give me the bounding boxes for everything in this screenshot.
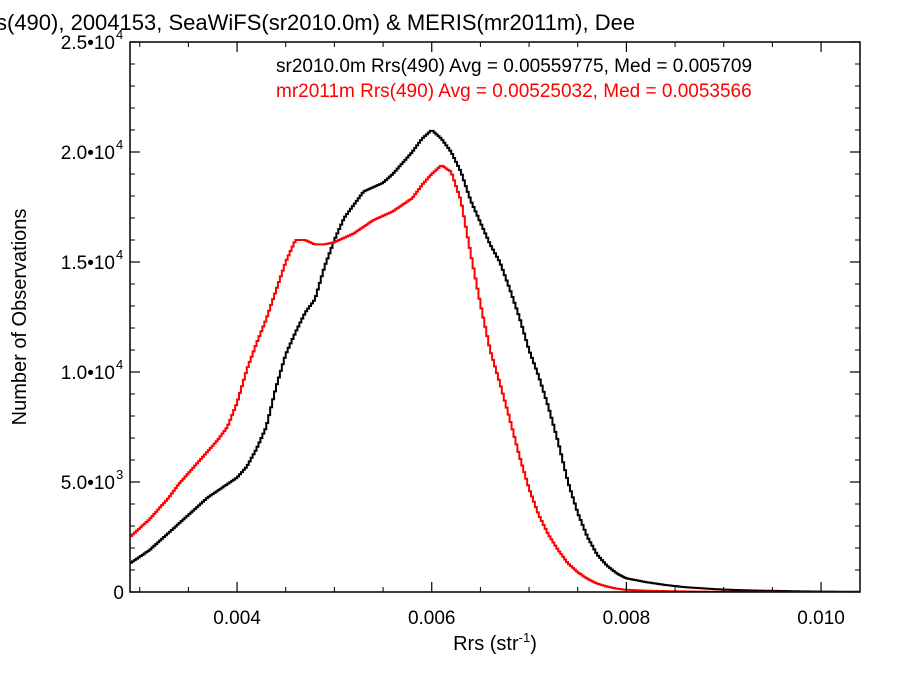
- y-tick-label: 1.0•10: [61, 363, 115, 384]
- series-line-1: [130, 164, 860, 592]
- legend-entry-series-0: sr2010.0m Rrs(490) Avg = 0.00559775, Med…: [276, 56, 752, 77]
- series-line-0: [130, 129, 860, 592]
- x-tick-label: 0.006: [408, 608, 456, 629]
- y-tick-label-base: 1.5•10: [61, 253, 115, 274]
- x-tick-label: 0.004: [213, 608, 261, 629]
- chart-title: s(490), 2004153, SeaWiFS(sr2010.0m) & ME…: [0, 10, 635, 35]
- series-layer: [130, 129, 860, 592]
- x-axis-label-text: Rrs (str: [453, 633, 519, 655]
- legend-entry-series-1: mr2011m Rrs(490) Avg = 0.00525032, Med =…: [276, 81, 752, 102]
- y-tick-label-exponent: 4: [116, 357, 123, 372]
- x-tick-label: 0.008: [603, 608, 651, 629]
- y-axis: 05.0•10 31.0•10 41.5•10 42.0•10 42.5•10 4: [61, 27, 860, 604]
- y-tick-label-exponent: 4: [116, 137, 123, 152]
- x-axis-label-end: ): [530, 633, 537, 655]
- y-tick-label: 0: [113, 583, 124, 604]
- y-tick-label-exponent: 3: [116, 467, 123, 482]
- y-tick-label-exponent: 4: [116, 27, 123, 42]
- x-tick-label: 0.010: [797, 608, 845, 629]
- x-axis: 0.004 0.006 0.008 0.010: [139, 42, 845, 629]
- y-tick-label: 2.0•10: [61, 143, 115, 164]
- plot-frame: [129, 41, 861, 593]
- y-axis-label: Number of Observations: [9, 209, 31, 426]
- y-tick-label-base: 2.5•10: [61, 33, 115, 54]
- x-axis-label: Rrs (str-1): [453, 630, 537, 655]
- y-tick-label-base: 2.0•10: [61, 143, 115, 164]
- y-tick-label: 1.5•10: [61, 253, 115, 274]
- legend: sr2010.0m Rrs(490) Avg = 0.00559775, Med…: [276, 56, 752, 102]
- y-tick-label: 5.0•10: [61, 473, 115, 494]
- y-tick-label-base: 0: [113, 583, 124, 604]
- y-tick-label: 2.5•10: [61, 33, 115, 54]
- y-tick-label-exponent: 4: [116, 247, 123, 262]
- x-axis-label-sup: -1: [519, 630, 531, 645]
- y-tick-label-base: 5.0•10: [61, 473, 115, 494]
- y-tick-label-base: 1.0•10: [61, 363, 115, 384]
